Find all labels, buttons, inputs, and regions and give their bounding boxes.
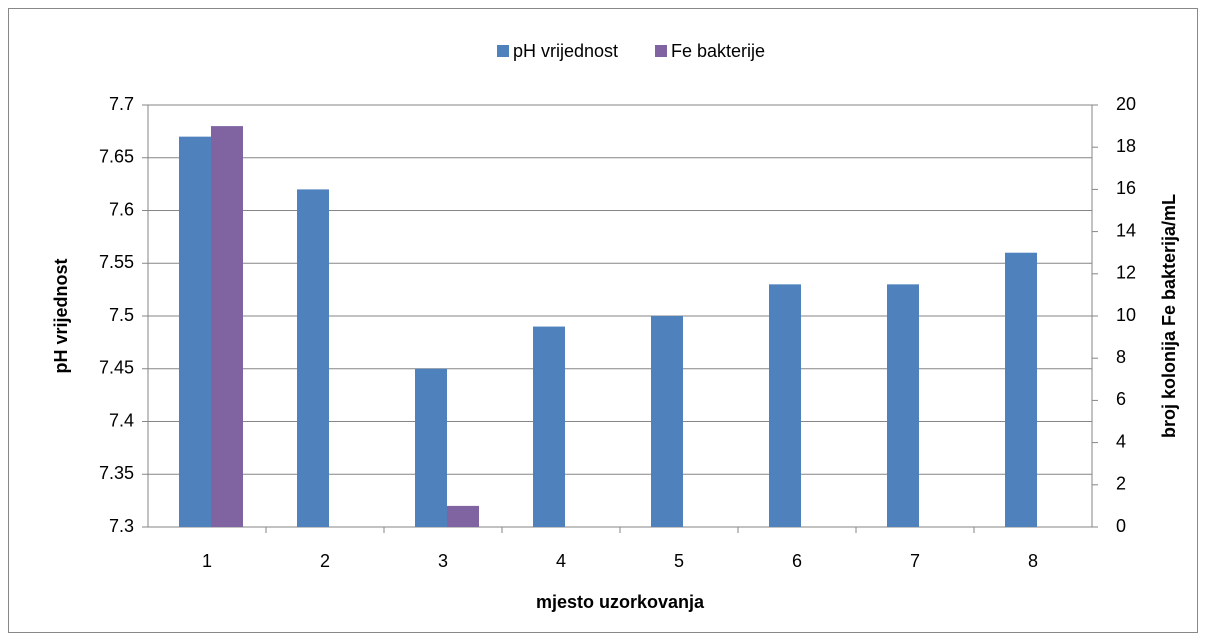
bar xyxy=(179,136,211,527)
bar xyxy=(447,505,479,527)
bar xyxy=(769,284,801,527)
x-tick-label: 6 xyxy=(792,551,802,571)
bar xyxy=(651,316,683,527)
legend-label: pH vrijednost xyxy=(513,41,618,61)
y2-tick-label: 20 xyxy=(1116,94,1136,114)
y-axis-title: pH vrijednost xyxy=(51,258,71,373)
legend-swatch xyxy=(655,45,667,57)
bar xyxy=(887,284,919,527)
y-tick-label: 7.65 xyxy=(99,147,134,167)
x-tick-label: 2 xyxy=(320,551,330,571)
y-tick-label: 7.7 xyxy=(109,94,134,114)
y2-tick-label: 0 xyxy=(1116,516,1126,536)
y2-tick-label: 8 xyxy=(1116,347,1126,367)
y-tick-label: 7.3 xyxy=(109,516,134,536)
y2-axis-title: broj kolonija Fe bakterija/mL xyxy=(1159,194,1179,438)
y2-tick-label: 14 xyxy=(1116,220,1136,240)
bar xyxy=(415,368,447,527)
bar xyxy=(533,326,565,527)
y-tick-label: 7.6 xyxy=(109,199,134,219)
x-tick-label: 8 xyxy=(1028,551,1038,571)
x-tick-label: 7 xyxy=(910,551,920,571)
x-tick-label: 4 xyxy=(556,551,566,571)
y2-tick-label: 10 xyxy=(1116,305,1136,325)
x-tick-label: 3 xyxy=(438,551,448,571)
y-tick-label: 7.45 xyxy=(99,358,134,378)
bar xyxy=(1005,252,1037,527)
y-tick-label: 7.55 xyxy=(99,252,134,272)
bar xyxy=(211,126,243,527)
y-tick-label: 7.4 xyxy=(109,410,134,430)
legend-label: Fe bakterije xyxy=(671,41,765,61)
legend-swatch xyxy=(497,45,509,57)
y-tick-label: 7.35 xyxy=(99,463,134,483)
y2-tick-label: 4 xyxy=(1116,431,1126,451)
bar xyxy=(297,189,329,527)
y2-tick-label: 16 xyxy=(1116,178,1136,198)
y-tick-label: 7.5 xyxy=(109,305,134,325)
y2-tick-label: 18 xyxy=(1116,136,1136,156)
y2-tick-label: 2 xyxy=(1116,474,1126,494)
y2-tick-label: 12 xyxy=(1116,263,1136,283)
y2-tick-label: 6 xyxy=(1116,389,1126,409)
x-tick-label: 1 xyxy=(202,551,212,571)
x-tick-label: 5 xyxy=(674,551,684,571)
x-axis-title: mjesto uzorkovanja xyxy=(536,592,705,612)
